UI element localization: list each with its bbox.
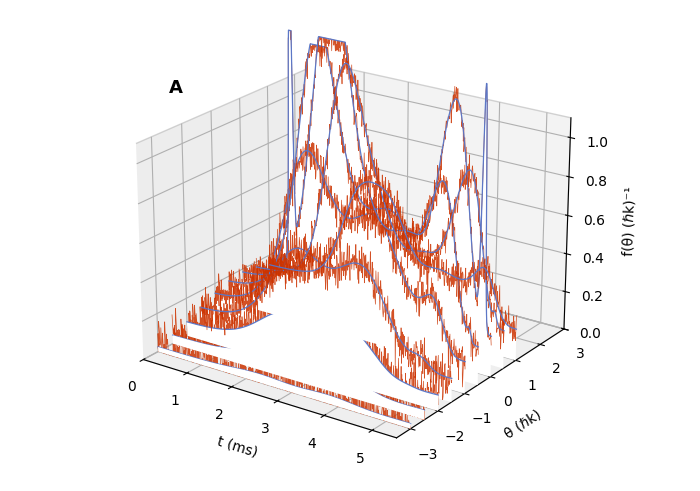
Y-axis label: θ (ℏk): θ (ℏk) xyxy=(503,408,544,441)
Text: A: A xyxy=(169,79,183,97)
X-axis label: t (ms): t (ms) xyxy=(216,434,259,460)
